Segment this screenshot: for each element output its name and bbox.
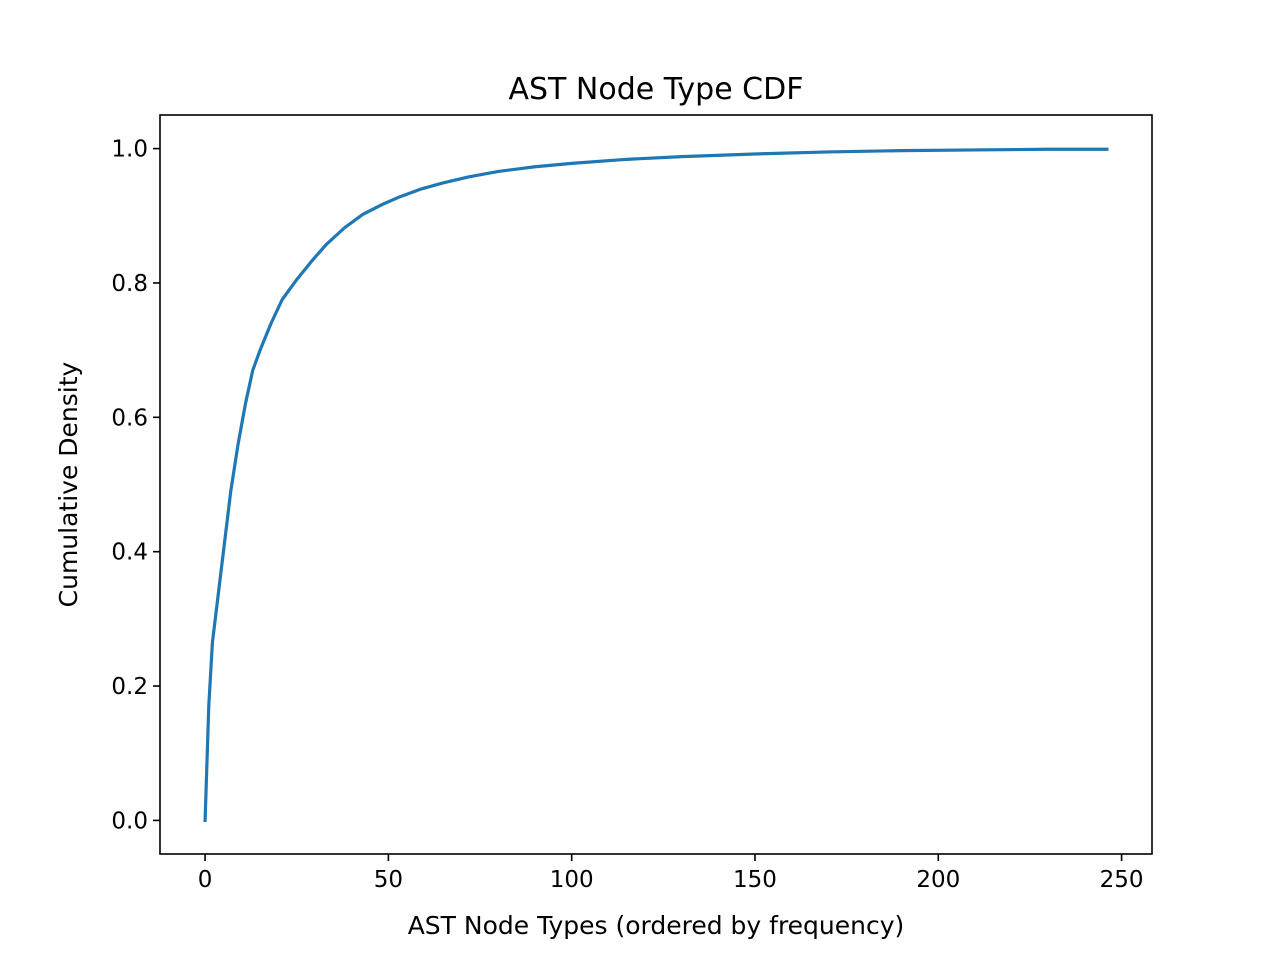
series-line-0 xyxy=(203,147,1109,823)
y-axis: 0.0 0.2 0.4 0.6 0.8 1.0 xyxy=(111,137,160,834)
x-tick-label: 50 xyxy=(374,867,403,893)
x-axis-title: AST Node Types (ordered by frequency) xyxy=(408,911,905,940)
x-tick-label: 150 xyxy=(733,867,777,893)
chart-title: AST Node Type CDF xyxy=(508,72,803,107)
y-tick-label: 0.0 xyxy=(111,808,148,834)
y-tick-label: 0.8 xyxy=(111,271,148,297)
x-tick-label: 250 xyxy=(1100,867,1144,893)
series-layer xyxy=(203,147,1109,823)
x-axis: 0 50 100 150 200 250 xyxy=(198,854,1144,893)
y-tick-label: 1.0 xyxy=(111,137,148,163)
plot-background xyxy=(160,115,1152,854)
y-tick-label: 0.2 xyxy=(111,674,148,700)
y-axis-title: Cumulative Density xyxy=(54,361,83,607)
x-tick-label: 200 xyxy=(916,867,960,893)
y-tick-label: 0.4 xyxy=(111,540,148,566)
y-tick-label: 0.6 xyxy=(111,405,148,431)
x-tick-label: 0 xyxy=(198,867,213,893)
x-tick-label: 100 xyxy=(550,867,594,893)
plot-frame xyxy=(159,114,1153,855)
